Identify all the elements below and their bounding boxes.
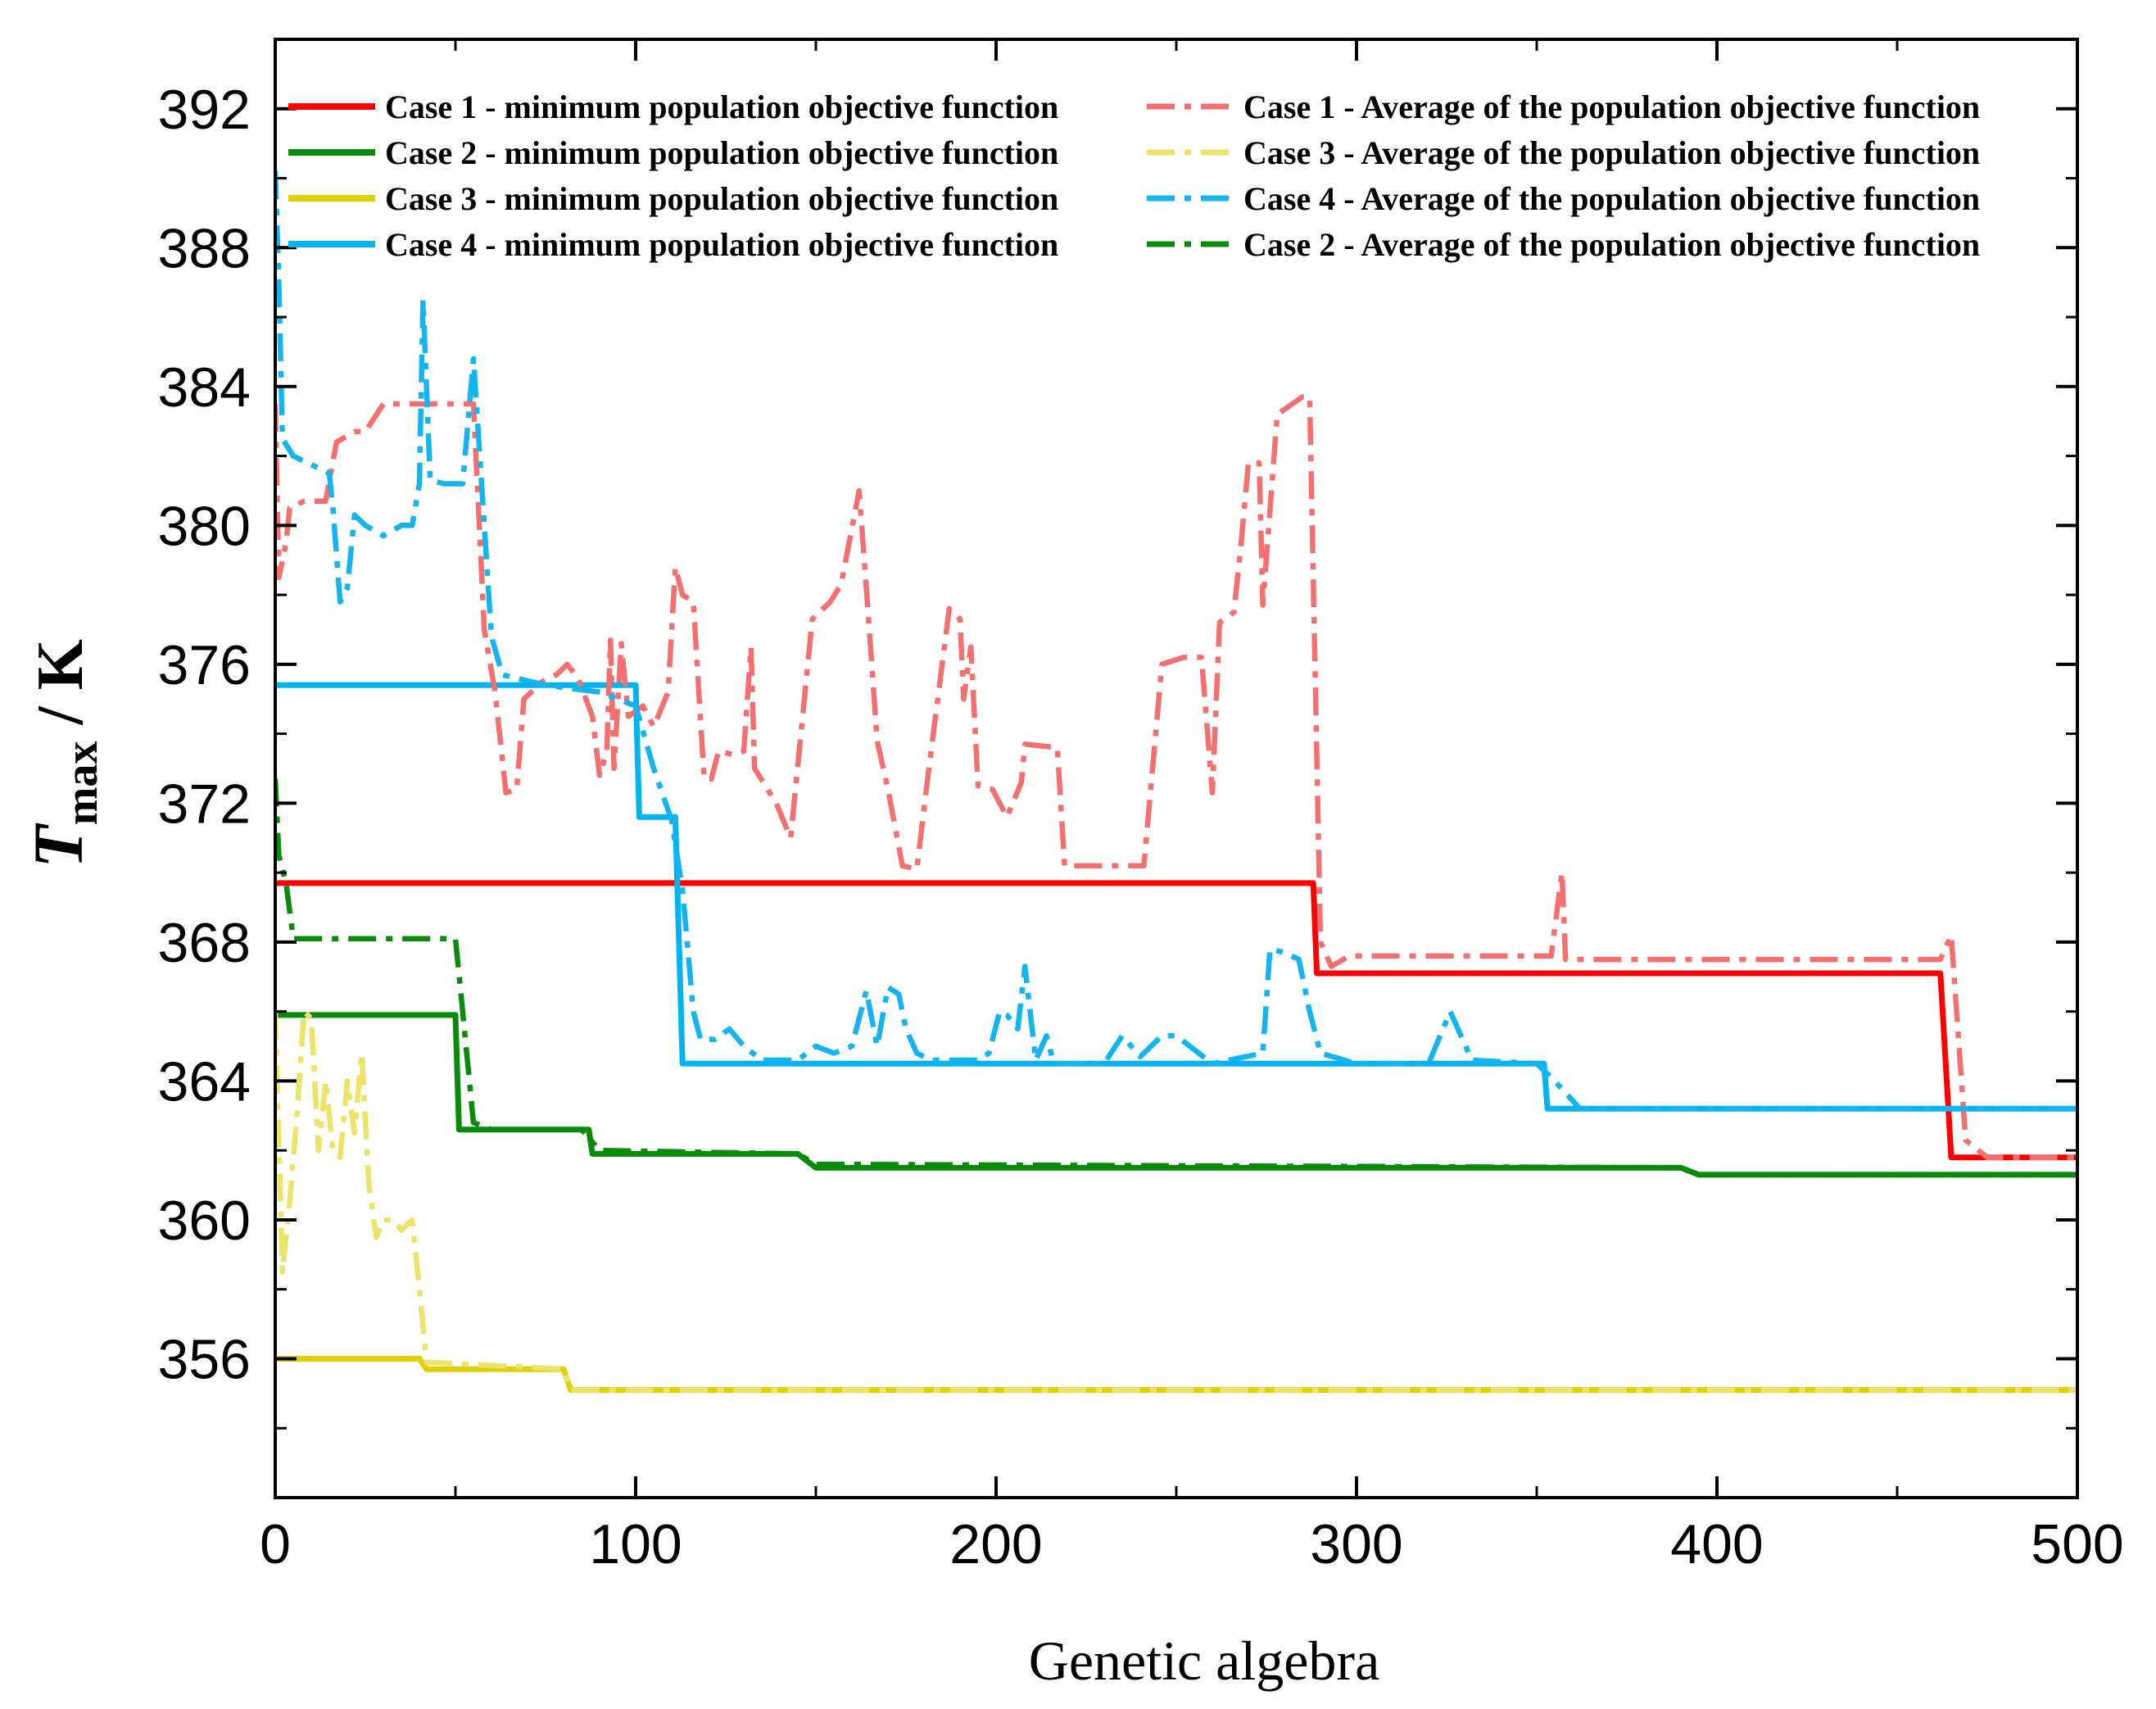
legend-item-5: Case 1 - Average of the population objec…	[1147, 88, 1980, 125]
series-line-1	[275, 880, 2077, 1161]
legend-label: Case 3 - Average of the population objec…	[1243, 134, 1980, 171]
legend-label: Case 4 - minimum population objective fu…	[385, 226, 1058, 263]
y-tick-label: 372	[158, 773, 251, 835]
legend-label: Case 3 - minimum population objective fu…	[385, 180, 1058, 217]
legend-label: Case 4 - Average of the population objec…	[1243, 180, 1980, 217]
legend-label: Case 2 - Average of the population objec…	[1243, 226, 1980, 263]
legend-item-8: Case 2 - Average of the population objec…	[1147, 226, 1980, 263]
x-tick-label: 400	[1670, 1513, 1763, 1575]
series-layer	[275, 170, 2077, 1394]
x-tick-label: 500	[2031, 1513, 2123, 1575]
y-tick-label: 376	[158, 634, 251, 696]
y-tick-label: 392	[158, 79, 251, 141]
series-line-7	[275, 170, 2077, 1112]
x-tick-label: 0	[260, 1513, 291, 1575]
y-axis-title-symbol: T	[19, 823, 97, 868]
x-tick-label: 200	[949, 1513, 1042, 1575]
legend-label: Case 1 - minimum population objective fu…	[385, 88, 1058, 125]
y-tick-label: 356	[158, 1328, 251, 1390]
y-tick-label: 384	[158, 356, 251, 419]
legend-item-2: Case 2 - minimum population objective fu…	[288, 134, 1058, 171]
y-axis-title-unit: / K	[25, 639, 97, 741]
legend-item-7: Case 4 - Average of the population objec…	[1147, 180, 1980, 217]
x-axis-title: Genetic algebra	[1029, 1630, 1380, 1692]
legend-item-3: Case 3 - minimum population objective fu…	[288, 180, 1058, 217]
y-tick-label: 364	[158, 1050, 251, 1113]
y-tick-label: 388	[158, 217, 251, 279]
legend-label: Case 2 - minimum population objective fu…	[385, 134, 1058, 171]
y-tick-label: 368	[158, 912, 251, 974]
series-line-6	[275, 1009, 2077, 1393]
axes-layer: 0 100 200 300 400 500 356 360 364 368 372 376 380 384…	[158, 38, 2124, 1575]
x-tick-label: 100	[589, 1513, 682, 1575]
series-line-8	[275, 778, 2077, 1178]
series-line-5	[275, 394, 2077, 1160]
y-tick-label: 380	[158, 495, 251, 557]
legend-item-6: Case 3 - Average of the population objec…	[1147, 134, 1980, 171]
x-tick-label: 300	[1310, 1513, 1402, 1575]
y-axis-title-subscript: max	[57, 741, 107, 826]
legend-item-1: Case 1 - minimum population objective fu…	[288, 88, 1058, 125]
legend-item-4: Case 4 - minimum population objective fu…	[288, 226, 1058, 263]
y-tick-label: 360	[158, 1190, 251, 1252]
legend-label: Case 1 - Average of the population objec…	[1243, 88, 1980, 125]
series-line-3	[275, 1356, 2077, 1394]
y-axis-title: Tmax / K	[19, 639, 107, 868]
legend: Case 1 - minimum population objective fu…	[288, 88, 1980, 263]
